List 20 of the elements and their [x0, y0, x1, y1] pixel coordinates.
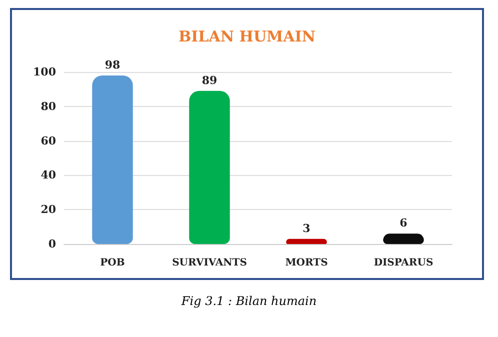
x-tick-label: MORTS: [285, 258, 328, 268]
data-label: 6: [400, 216, 408, 230]
caption: Fig 3.1 : Bilan humain: [180, 294, 318, 308]
y-tick-label: 60: [40, 134, 56, 148]
y-tick-label: 80: [40, 100, 56, 113]
bar: [189, 90, 230, 244]
y-tick-label: 100: [33, 66, 56, 78]
y-tick-label: 20: [40, 203, 56, 216]
x-tick-label: POB: [100, 258, 125, 268]
bar: [383, 234, 424, 244]
x-tick-label: SURVIVANTS: [172, 258, 247, 268]
chart-title: BILAN HUMAIN: [178, 28, 316, 46]
data-label: 3: [302, 222, 310, 235]
data-label: 89: [202, 74, 218, 87]
y-tick-label: 40: [40, 168, 56, 182]
data-label: 98: [104, 58, 120, 72]
y-tick-label: 0: [48, 238, 56, 250]
bar: [286, 238, 327, 244]
bar: [92, 75, 133, 244]
x-tick-label: DISPARUS: [374, 258, 434, 268]
